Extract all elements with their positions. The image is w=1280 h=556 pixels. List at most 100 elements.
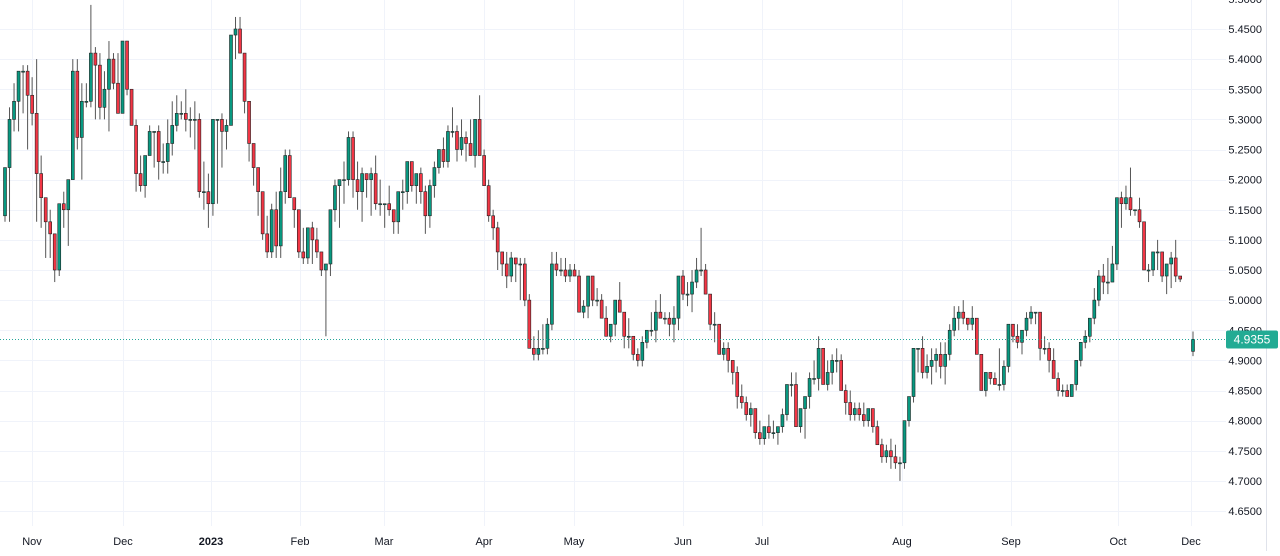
candle-up[interactable] <box>360 167 364 222</box>
candle-down[interactable] <box>419 167 423 204</box>
candle-down[interactable] <box>821 348 825 385</box>
candle-down[interactable] <box>468 119 473 156</box>
candle-up[interactable] <box>785 384 789 421</box>
candle-up[interactable] <box>224 119 229 150</box>
candle-up[interactable] <box>174 95 179 132</box>
candle-down[interactable] <box>522 257 527 307</box>
candle-up[interactable] <box>1029 306 1033 325</box>
candle-down[interactable] <box>871 408 875 433</box>
candle-down[interactable] <box>491 209 495 240</box>
candle-up[interactable] <box>1106 257 1110 295</box>
candle-up[interactable] <box>762 426 767 445</box>
candle-up[interactable] <box>229 34 233 126</box>
candle-down[interactable] <box>938 342 943 379</box>
candle-up[interactable] <box>536 330 541 361</box>
candle-up[interactable] <box>694 257 699 289</box>
candle-up[interactable] <box>346 131 351 186</box>
candle-down[interactable] <box>857 402 862 421</box>
candle-up[interactable] <box>269 203 274 258</box>
candle-up[interactable] <box>428 179 432 228</box>
candle-down[interactable] <box>310 221 315 264</box>
candle-up[interactable] <box>337 179 342 228</box>
candle-down[interactable] <box>242 52 247 114</box>
candle-down[interactable] <box>116 53 120 114</box>
candle-down[interactable] <box>477 95 482 156</box>
candle-up[interactable] <box>57 203 62 277</box>
candle-down[interactable] <box>979 354 984 391</box>
candle-up[interactable] <box>907 396 911 427</box>
candle-down[interactable] <box>1047 342 1051 373</box>
candle-down[interactable] <box>482 149 486 186</box>
candle-up[interactable] <box>798 408 803 433</box>
candle-up[interactable] <box>1124 185 1128 210</box>
candle-down[interactable] <box>464 131 468 162</box>
candle-down[interactable] <box>735 366 740 409</box>
candle-down[interactable] <box>532 336 536 361</box>
candle-up[interactable] <box>66 179 71 246</box>
candle-up[interactable] <box>233 16 238 60</box>
candle-up[interactable] <box>947 324 952 361</box>
candle-down[interactable] <box>739 384 744 409</box>
candle-down[interactable] <box>274 191 279 258</box>
candle-down[interactable] <box>373 155 378 210</box>
candle-up[interactable] <box>71 59 75 180</box>
candle-down[interactable] <box>767 414 771 439</box>
candle-up[interactable] <box>803 396 807 439</box>
candle-down[interactable] <box>920 336 925 379</box>
candle-up[interactable] <box>568 263 572 283</box>
candle-down[interactable] <box>744 396 749 421</box>
candle-down[interactable] <box>296 209 301 258</box>
candle-up[interactable] <box>215 119 220 204</box>
candle-up[interactable] <box>369 167 373 216</box>
candle-down[interactable] <box>206 173 211 228</box>
candle-down[interactable] <box>617 282 622 313</box>
candle-down[interactable] <box>861 402 866 427</box>
candle-up[interactable] <box>143 155 147 198</box>
candle-down[interactable] <box>1173 239 1178 283</box>
candle-down[interactable] <box>260 191 265 240</box>
candle-up[interactable] <box>509 251 514 283</box>
candle-up[interactable] <box>84 83 89 108</box>
candle-up[interactable] <box>997 348 1002 391</box>
candle-up[interactable] <box>1133 209 1137 216</box>
candle-up[interactable] <box>1002 360 1006 391</box>
candle-down[interactable] <box>364 173 369 198</box>
candle-up[interactable] <box>1092 288 1097 325</box>
candle-down[interactable] <box>527 294 532 349</box>
candle-up[interactable] <box>161 143 165 174</box>
candle-down[interactable] <box>635 348 640 367</box>
candle-down[interactable] <box>238 16 242 54</box>
candle-up[interactable] <box>450 107 455 138</box>
candle-down[interactable] <box>93 47 98 120</box>
candle-down[interactable] <box>893 444 898 469</box>
candle-down[interactable] <box>794 372 798 427</box>
candle-up[interactable] <box>541 324 545 355</box>
candle-down[interactable] <box>156 125 161 180</box>
candle-down[interactable] <box>34 59 39 222</box>
candle-up[interactable] <box>866 408 871 427</box>
candle-up[interactable] <box>780 408 785 433</box>
candle-up[interactable] <box>80 83 84 180</box>
candle-up[interactable] <box>830 354 834 385</box>
candle-up[interactable] <box>152 131 156 168</box>
candle-down[interactable] <box>1011 323 1015 343</box>
candle-up[interactable] <box>473 119 477 168</box>
candle-down[interactable] <box>247 101 251 162</box>
candle-down[interactable] <box>708 293 712 331</box>
candle-up[interactable] <box>672 306 676 343</box>
candle-up[interactable] <box>1069 384 1074 397</box>
candle-down[interactable] <box>301 227 306 264</box>
candle-up[interactable] <box>550 251 554 331</box>
candle-down[interactable] <box>839 354 844 391</box>
candle-up[interactable] <box>459 119 464 156</box>
candle-up[interactable] <box>1146 263 1151 283</box>
candle-down[interactable] <box>98 53 102 120</box>
candle-up[interactable] <box>581 300 586 319</box>
candle-up[interactable] <box>1110 245 1115 283</box>
candle-up[interactable] <box>382 203 387 228</box>
candle-up[interactable] <box>102 71 107 120</box>
candle-down[interactable] <box>758 420 762 445</box>
candle-up[interactable] <box>405 161 410 204</box>
candle-up[interactable] <box>884 444 889 463</box>
candle-up[interactable] <box>414 173 419 204</box>
